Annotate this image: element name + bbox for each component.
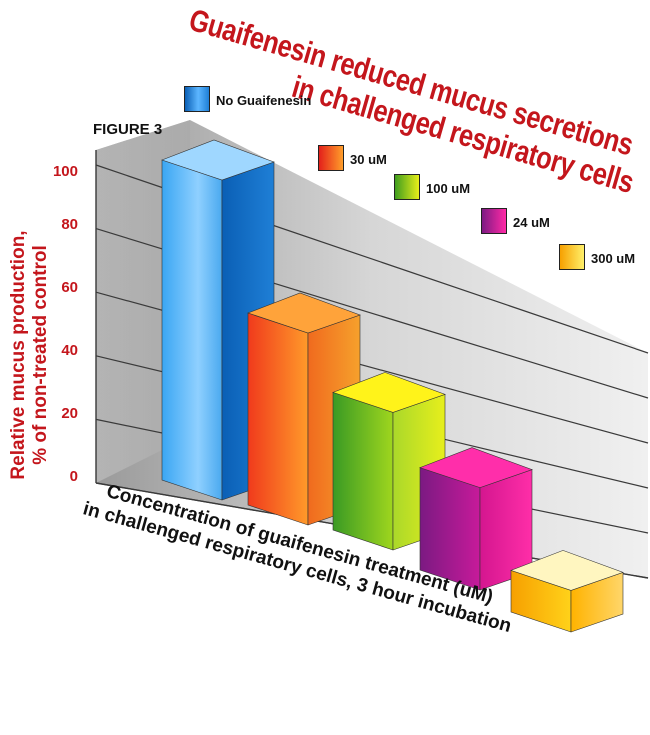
y-tick-label: 0 [69, 468, 78, 485]
y-axis-label-line-1: Relative mucus production, [8, 230, 29, 480]
bar-top-face [510, 550, 624, 591]
bar-front-face [247, 312, 309, 526]
y-tick-label: 40 [61, 342, 78, 359]
legend-label: 100 uM [426, 181, 471, 196]
y-axis-label-line-2: % of non-treated control [30, 245, 51, 465]
bar-top-face [247, 292, 361, 334]
legend-swatch [318, 145, 344, 171]
figure-label: FIGURE 3 [93, 121, 163, 138]
y-tick-label: 60 [61, 279, 78, 296]
bar-top-face [332, 372, 446, 413]
legend-swatch [559, 244, 585, 270]
legend-swatch [184, 86, 210, 112]
legend-swatch [481, 208, 507, 234]
legend-swatch [394, 174, 420, 200]
bar-front-face [161, 159, 223, 501]
y-tick-label: 20 [61, 405, 78, 422]
bar-top-face [419, 447, 533, 488]
legend-label: 300 uM [591, 251, 636, 266]
legend-label: 24 uM [513, 215, 550, 230]
y-tick-label: 80 [61, 216, 78, 233]
legend-label: 30 uM [350, 152, 387, 167]
y-tick-label: 100 [52, 163, 78, 180]
bar-front-face [332, 391, 394, 551]
legend-label: No Guaifenesin [216, 93, 312, 108]
bar-top-face [161, 139, 275, 181]
